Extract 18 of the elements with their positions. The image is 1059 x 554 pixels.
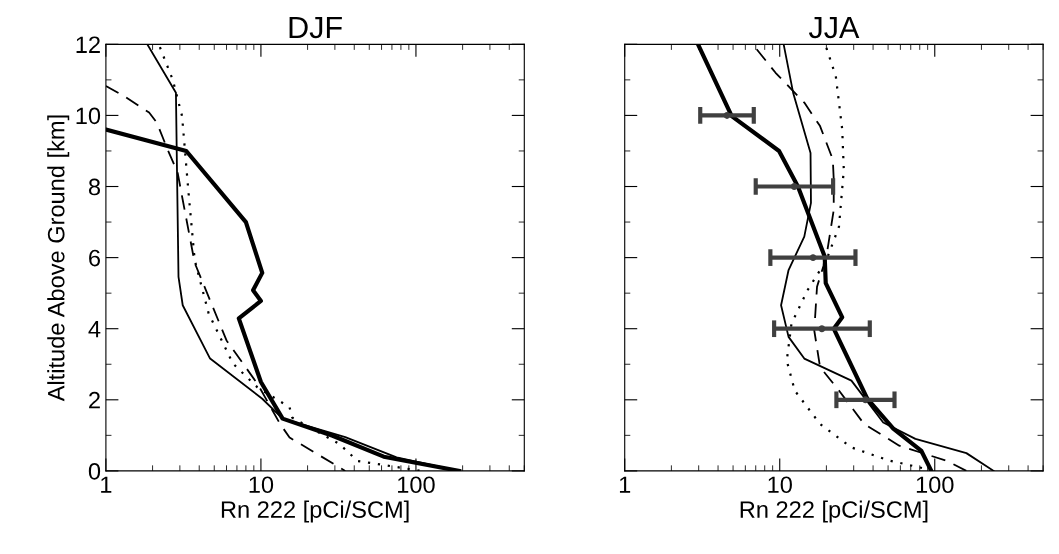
x-axis-title: Rn 222 [pCi/SCM] <box>740 500 928 523</box>
y-tick-label: 10 <box>76 107 101 125</box>
chart-title: JJA <box>808 16 860 39</box>
y-tick-label: 12 <box>76 36 100 53</box>
x-tick-label: 100 <box>916 476 954 494</box>
y-tick-label: 2 <box>89 391 100 409</box>
x-axis-title: Rn 222 [pCi/SCM] <box>221 500 409 523</box>
y-tick-label: 6 <box>89 249 100 267</box>
y-axis-title: Altitude Above Ground [km] <box>47 115 70 402</box>
x-tick-label: 10 <box>249 476 274 494</box>
y-tick-label: 8 <box>88 178 101 196</box>
y-tick-label: 4 <box>88 321 101 338</box>
x-tick-label: 10 <box>768 476 792 494</box>
x-tick-label: 1 <box>101 476 112 493</box>
y-tick-label: 0 <box>88 462 101 480</box>
x-tick-label: 1 <box>619 476 631 493</box>
x-tick-label: 100 <box>398 476 435 494</box>
chart-title: DJF <box>289 16 342 39</box>
